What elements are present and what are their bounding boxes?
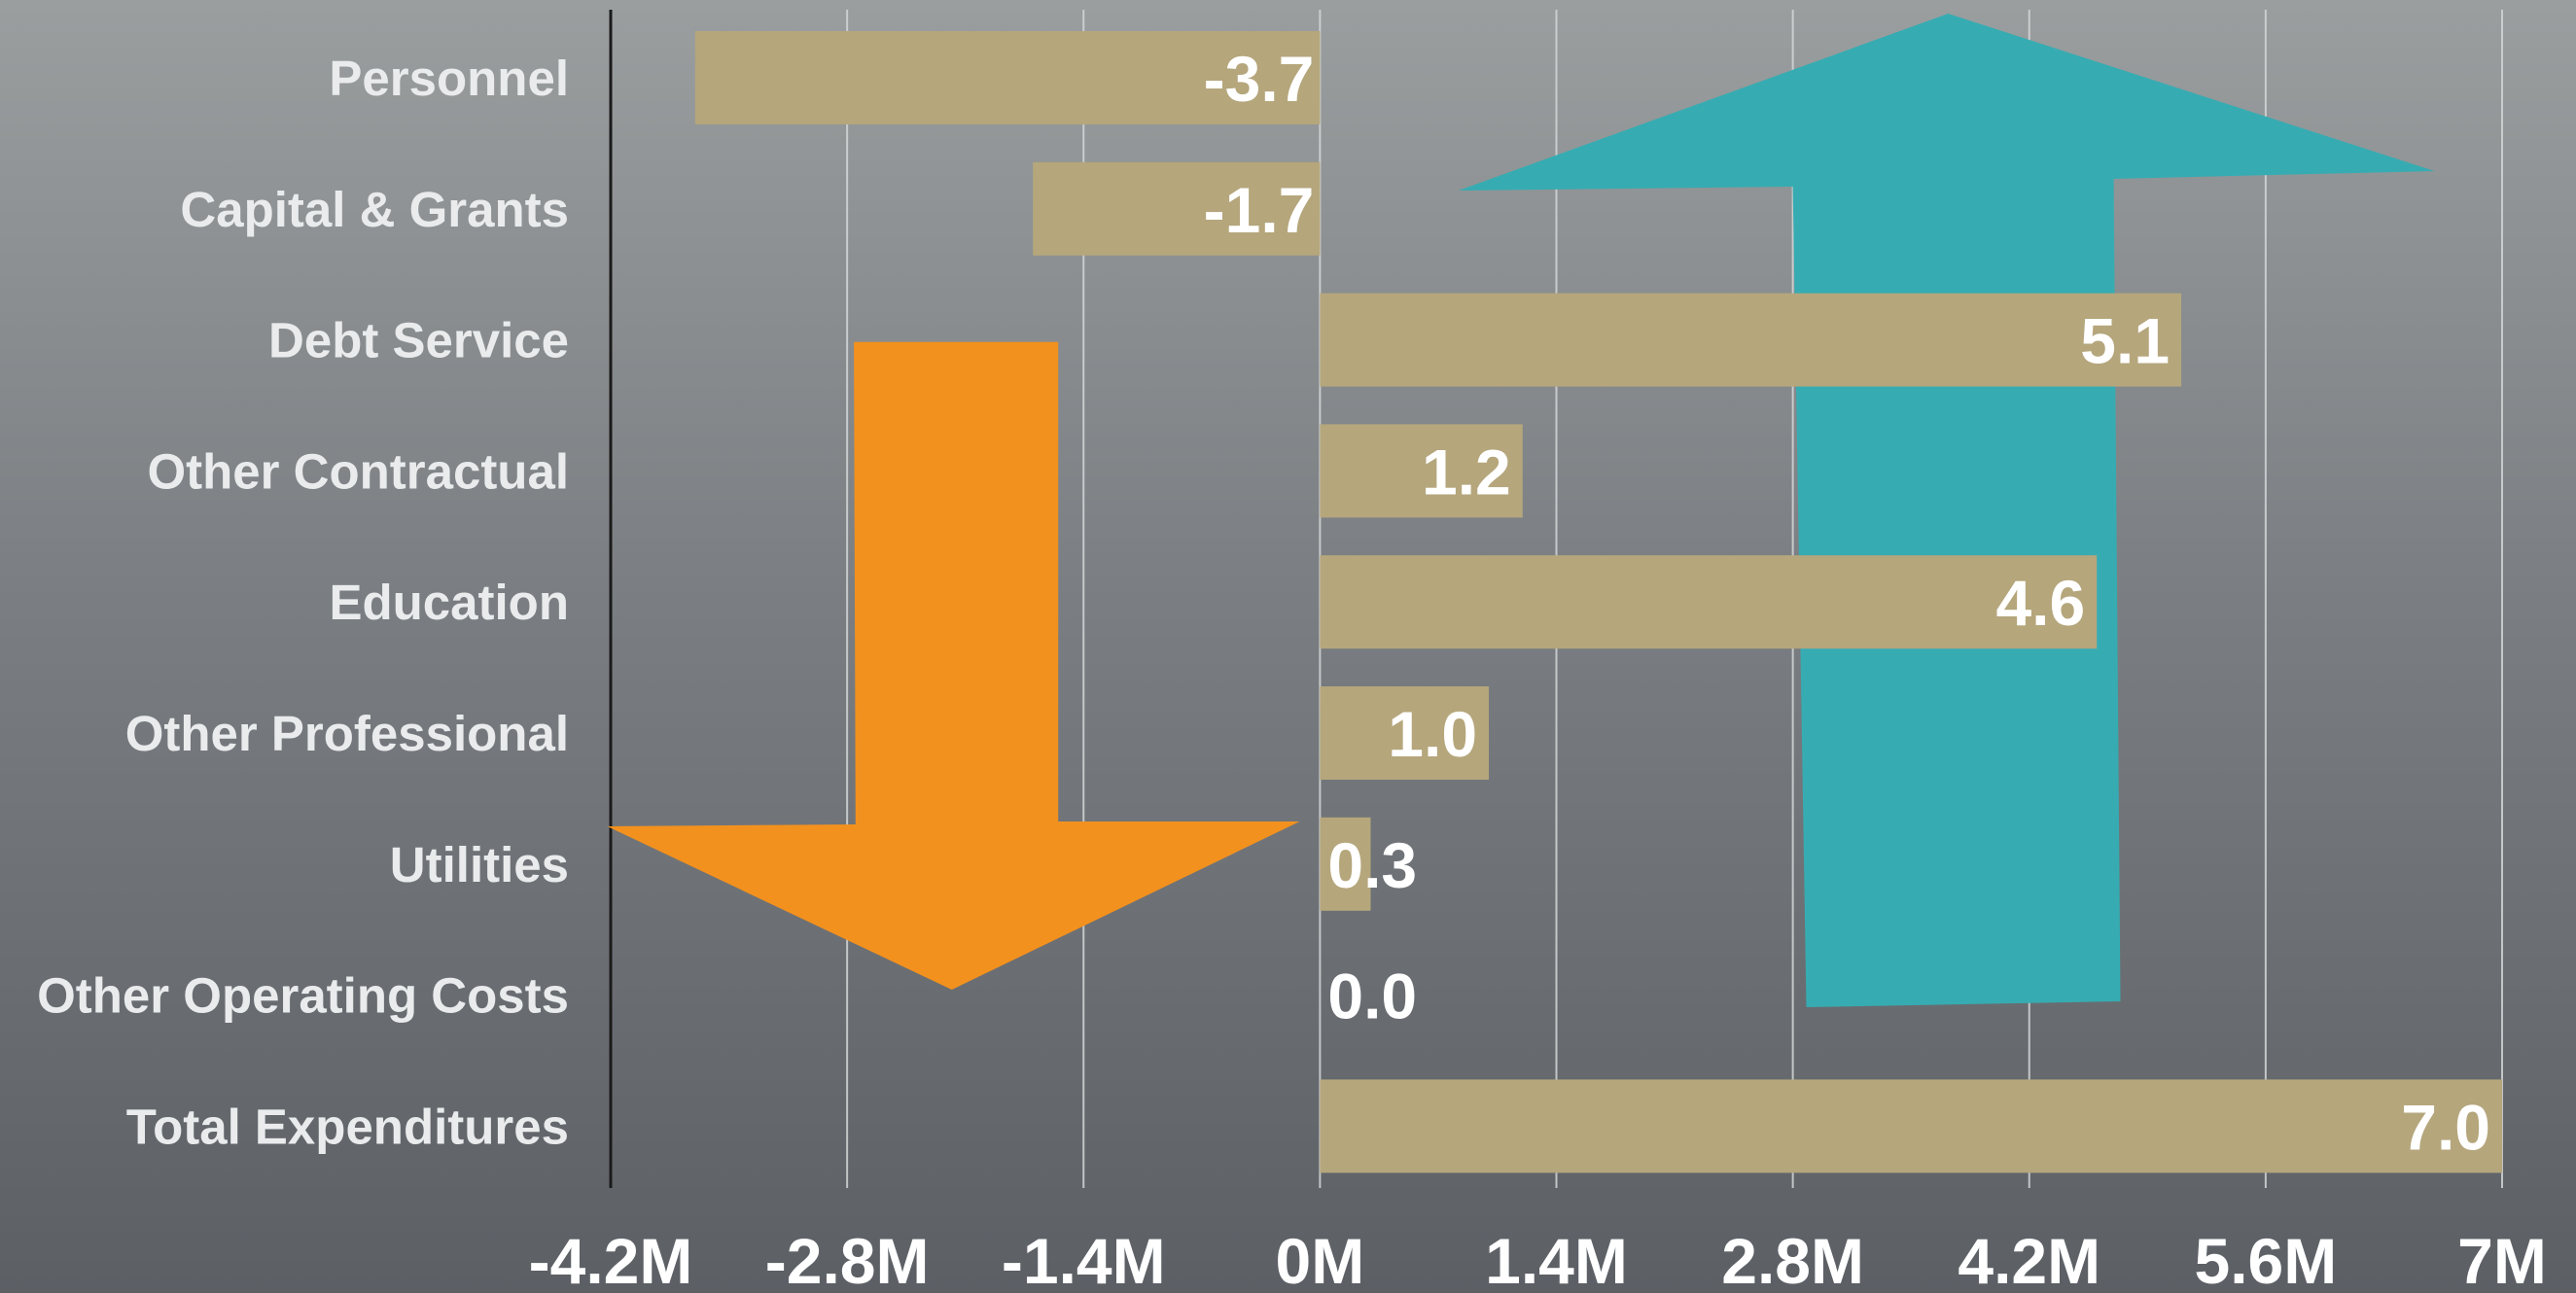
value-label: 4.6 [1995, 567, 2085, 639]
x-tick-label: 4.2M [1958, 1225, 2100, 1293]
x-tick-label: -1.4M [1002, 1225, 1166, 1293]
x-tick-label: -2.8M [765, 1225, 930, 1293]
decorative-arrows [607, 14, 2435, 1007]
x-tick-label: 1.4M [1485, 1225, 1628, 1293]
bars [694, 31, 2502, 1173]
x-tick-label: -4.2M [529, 1225, 693, 1293]
category-label: Debt Service [268, 313, 569, 368]
x-tick-label: 7M [2457, 1225, 2547, 1293]
labels: -4.2M -2.8M -1.4M 0M 1.4M 2.8M 4.2M 5.6M 7M Perso… [37, 43, 2547, 1293]
x-tick-label: 5.6M [2195, 1225, 2338, 1293]
x-tick-label: 2.8M [1721, 1225, 1864, 1293]
x-tick-label: 0M [1276, 1225, 1365, 1293]
bar [1320, 817, 1371, 911]
category-label: Utilities [390, 837, 569, 892]
bar [1033, 161, 1321, 256]
category-label: Capital & Grants [180, 182, 569, 237]
category-label: Other Contractual [147, 443, 569, 499]
category-label: Other Operating Costs [37, 968, 569, 1024]
bar [694, 31, 1321, 124]
value-label: 7.0 [2401, 1091, 2490, 1163]
category-label: Total Expenditures [126, 1099, 569, 1154]
value-label: 1.2 [1422, 436, 1511, 507]
bar [1320, 424, 1523, 518]
bar [1320, 555, 2098, 649]
value-label: 1.0 [1388, 698, 1477, 770]
value-label: -1.7 [1204, 174, 1315, 246]
value-label: 0.3 [1327, 829, 1417, 901]
value-label: -3.7 [1204, 43, 1315, 115]
category-label: Education [329, 575, 569, 630]
bar [1320, 686, 1490, 780]
value-label: 0.0 [1327, 961, 1417, 1032]
bar [1320, 293, 2182, 387]
up-arrow-icon [1458, 14, 2435, 1007]
bar [1320, 1079, 2502, 1173]
category-label: Personnel [329, 51, 569, 106]
down-arrow-icon [607, 341, 1300, 990]
value-label: 5.1 [2080, 305, 2170, 377]
category-label: Other Professional [125, 706, 569, 761]
